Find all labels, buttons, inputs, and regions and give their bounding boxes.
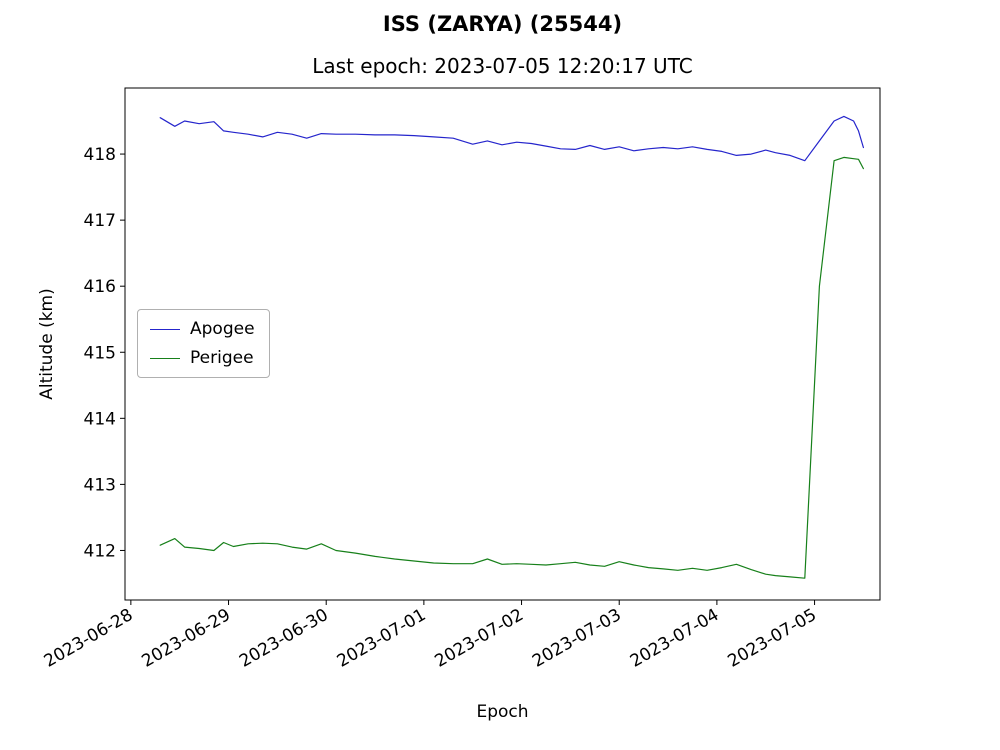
- series-line-apogee: [159, 115, 865, 162]
- x-tick-label: 2023-06-28: [41, 605, 137, 672]
- y-tick-label: 415: [84, 343, 116, 363]
- legend-label: Apogee: [190, 319, 255, 339]
- chart-subtitle: Last epoch: 2023-07-05 12:20:17 UTC: [312, 54, 693, 78]
- y-tick-label: 416: [84, 277, 116, 297]
- axes-spine: [124, 87, 881, 601]
- x-tick-label: 2023-06-30: [236, 605, 332, 672]
- legend-item-apogee: Apogee: [150, 319, 255, 339]
- y-tick-label: 413: [84, 475, 116, 495]
- series-line-perigee: [159, 156, 865, 579]
- x-tick-label: 2023-06-29: [138, 605, 234, 672]
- x-tick-label: 2023-07-05: [724, 605, 820, 672]
- legend: Apogee Perigee: [137, 309, 270, 378]
- y-tick-label: 414: [84, 409, 116, 429]
- x-tick-label: 2023-07-01: [334, 605, 430, 672]
- legend-label: Perigee: [190, 348, 254, 368]
- x-axis-label: Epoch: [476, 702, 529, 722]
- legend-line-sample-apogee: [150, 328, 180, 330]
- legend-item-perigee: Perigee: [150, 348, 255, 368]
- x-tick-label: 2023-07-04: [627, 605, 723, 672]
- legend-line-sample-perigee: [150, 357, 180, 359]
- chart-title: ISS (ZARYA) (25544): [382, 12, 623, 36]
- y-axis-label: Altitude (km): [37, 288, 57, 400]
- y-tick-label: 417: [84, 211, 116, 231]
- x-tick-label: 2023-07-02: [431, 605, 527, 672]
- y-tick-label: 418: [84, 145, 116, 165]
- y-tick-label: 412: [84, 541, 116, 561]
- x-tick-label: 2023-07-03: [529, 605, 625, 672]
